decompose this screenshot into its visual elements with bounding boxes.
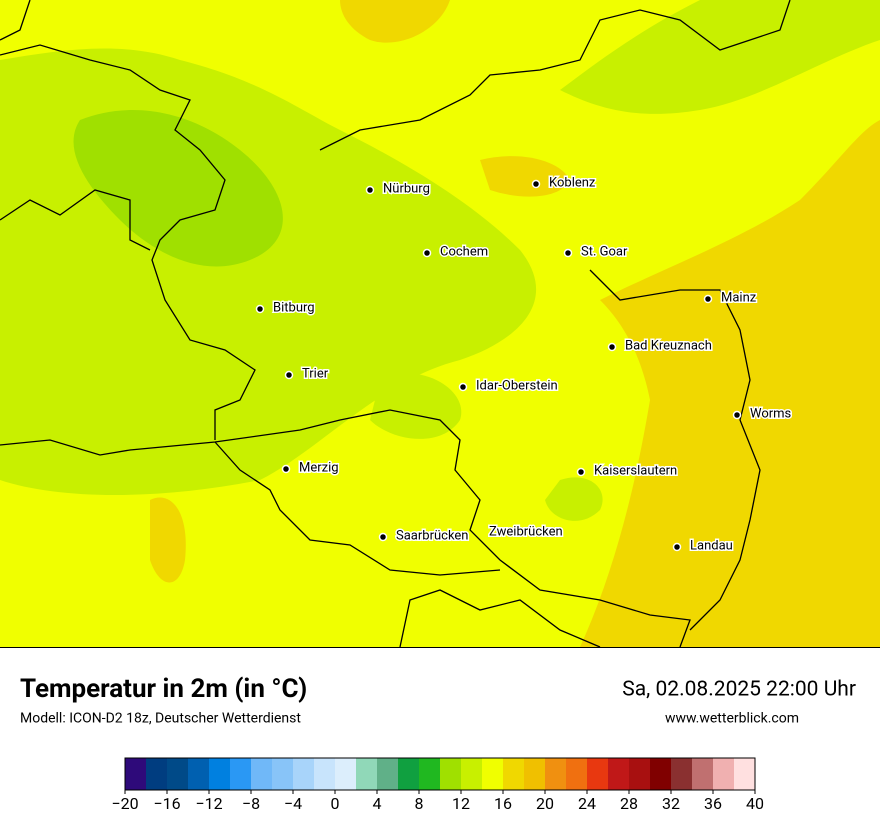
colorbar-tick-label: 24 bbox=[578, 794, 596, 813]
city-label: Koblenz bbox=[549, 175, 596, 190]
city-dot bbox=[281, 464, 291, 474]
city-label: Idar-Oberstein bbox=[476, 378, 558, 393]
map bbox=[0, 0, 880, 648]
color-swatch bbox=[440, 758, 462, 790]
color-swatch bbox=[566, 758, 588, 790]
colorbar-tick-label: 20 bbox=[536, 794, 554, 813]
color-swatch bbox=[692, 758, 714, 790]
colorbar-tick-label: −8 bbox=[242, 794, 260, 813]
colorbar-tick-label: 28 bbox=[620, 794, 638, 813]
color-swatch bbox=[167, 758, 189, 790]
color-swatch bbox=[524, 758, 546, 790]
city-label: Landau bbox=[690, 538, 733, 553]
city-dot bbox=[732, 410, 742, 420]
color-swatch bbox=[419, 758, 441, 790]
color-swatch bbox=[125, 758, 147, 790]
city-dot bbox=[531, 179, 541, 189]
color-swatch bbox=[482, 758, 504, 790]
color-swatch bbox=[713, 758, 735, 790]
website: www.wetterblick.com bbox=[665, 711, 799, 727]
color-swatch bbox=[209, 758, 231, 790]
color-swatch bbox=[650, 758, 672, 790]
city-dot bbox=[365, 185, 375, 195]
city-label: St. Goar bbox=[581, 244, 628, 259]
city-dot bbox=[378, 532, 388, 542]
color-swatch bbox=[230, 758, 252, 790]
city-label: Mainz bbox=[721, 290, 757, 305]
city-dot bbox=[703, 294, 713, 304]
city-label: Trier bbox=[302, 366, 329, 381]
colorbar: −20 −16 −12 −8 −4 0 4 8 12 16 20 24 28 32 36 40 bbox=[111, 757, 764, 813]
colorbar-tick-label: −12 bbox=[195, 794, 222, 813]
color-swatch bbox=[608, 758, 630, 790]
color-swatch bbox=[671, 758, 693, 790]
city-dot bbox=[672, 542, 682, 552]
city-dot bbox=[255, 304, 265, 314]
colorbar-tick-label: −20 bbox=[111, 794, 138, 813]
colorbar-tick-label: 40 bbox=[746, 794, 764, 813]
subtitle: Modell: ICON-D2 18z, Deutscher Wetterdie… bbox=[20, 711, 301, 727]
colorbar-tick-label: 12 bbox=[452, 794, 470, 813]
city-label: Cochem bbox=[440, 244, 488, 259]
color-swatch bbox=[272, 758, 294, 790]
city-dot bbox=[458, 382, 468, 392]
city-label: Kaiserslautern bbox=[594, 463, 677, 478]
city-label: Bad Kreuznach bbox=[625, 338, 712, 353]
city-label: Nürburg bbox=[383, 181, 430, 196]
color-swatch bbox=[335, 758, 357, 790]
color-swatch bbox=[293, 758, 315, 790]
color-swatch bbox=[398, 758, 420, 790]
color-swatch bbox=[314, 758, 336, 790]
color-swatch bbox=[503, 758, 525, 790]
city-label: Zweibrücken bbox=[489, 524, 563, 539]
city-dot bbox=[576, 467, 586, 477]
color-swatch bbox=[188, 758, 210, 790]
date: Sa, 02.08.2025 22:00 Uhr bbox=[622, 678, 856, 702]
city-dot bbox=[607, 342, 617, 352]
color-swatch bbox=[356, 758, 378, 790]
city-label: Bitburg bbox=[273, 300, 315, 315]
color-swatch bbox=[545, 758, 567, 790]
city-label: Saarbrücken bbox=[396, 528, 468, 543]
city-dot bbox=[563, 248, 573, 258]
colorbar-tick-label: −4 bbox=[284, 794, 302, 813]
colorbar-tick-label: 32 bbox=[662, 794, 680, 813]
colorbar-tick-label: −16 bbox=[153, 794, 180, 813]
colorbar-frame bbox=[124, 757, 756, 791]
colorbar-tick-label: 36 bbox=[704, 794, 722, 813]
title: Temperatur in 2m (in °C) bbox=[20, 674, 307, 704]
color-swatch bbox=[251, 758, 273, 790]
color-swatch bbox=[146, 758, 168, 790]
city-dot bbox=[284, 370, 294, 380]
city-label: Merzig bbox=[299, 460, 339, 475]
colorbar-tick-label: 16 bbox=[494, 794, 512, 813]
color-swatch bbox=[587, 758, 609, 790]
colorbar-tick-label: 4 bbox=[373, 794, 382, 813]
colorbar-tick-label: 8 bbox=[415, 794, 424, 813]
color-swatch bbox=[629, 758, 651, 790]
color-swatch bbox=[377, 758, 399, 790]
colorbar-tick-label: 0 bbox=[331, 794, 340, 813]
city-dot bbox=[422, 248, 432, 258]
color-swatch bbox=[734, 758, 756, 790]
city-label: Worms bbox=[750, 406, 792, 421]
color-swatch bbox=[461, 758, 483, 790]
